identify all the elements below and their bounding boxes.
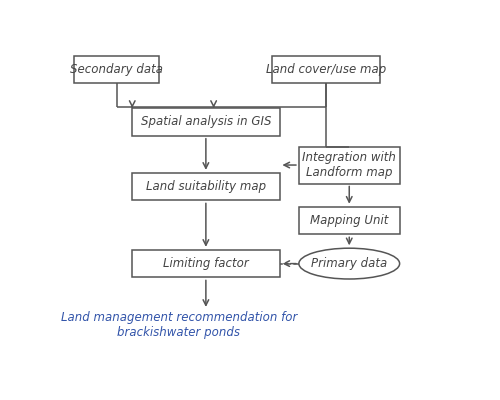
FancyBboxPatch shape xyxy=(272,56,380,84)
Text: Limiting factor: Limiting factor xyxy=(163,257,249,270)
FancyBboxPatch shape xyxy=(132,250,280,278)
Ellipse shape xyxy=(299,248,400,279)
Text: Land suitability map: Land suitability map xyxy=(146,180,266,193)
FancyBboxPatch shape xyxy=(299,146,400,184)
Text: Primary data: Primary data xyxy=(311,257,388,270)
Text: Mapping Unit: Mapping Unit xyxy=(310,214,388,227)
Text: Land cover/use map: Land cover/use map xyxy=(266,63,386,76)
FancyBboxPatch shape xyxy=(132,108,280,136)
Text: Spatial analysis in GIS: Spatial analysis in GIS xyxy=(140,116,271,128)
FancyBboxPatch shape xyxy=(74,56,160,84)
Text: Integration with
Landform map: Integration with Landform map xyxy=(302,151,396,179)
Text: Secondary data: Secondary data xyxy=(70,63,163,76)
FancyBboxPatch shape xyxy=(299,207,400,234)
FancyBboxPatch shape xyxy=(132,173,280,200)
Text: Land management recommendation for
brackishwater ponds: Land management recommendation for brack… xyxy=(60,311,297,339)
